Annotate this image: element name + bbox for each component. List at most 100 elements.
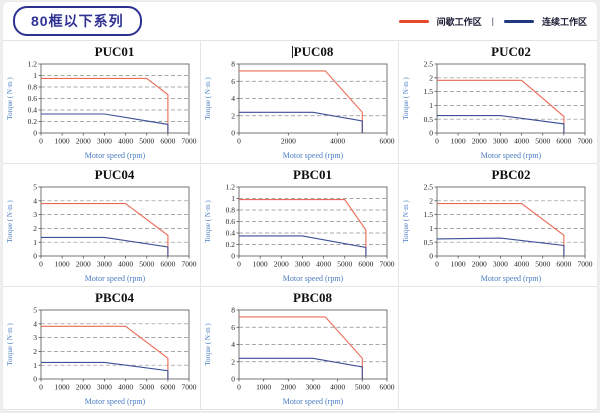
chart-puc01: 0 0.2 0.4 0.6 0.8 1 1.2 0 1000 2000 3000 4000 5000 60… xyxy=(6,60,197,160)
svg-text:5000: 5000 xyxy=(354,383,369,392)
svg-text:2000: 2000 xyxy=(75,383,90,392)
svg-text:5000: 5000 xyxy=(139,260,154,269)
svg-text:1: 1 xyxy=(231,194,235,203)
svg-text:4000: 4000 xyxy=(118,137,133,146)
svg-text:6000: 6000 xyxy=(160,137,175,146)
svg-text:2: 2 xyxy=(33,347,37,356)
svg-text:2: 2 xyxy=(231,111,235,120)
legend-separator: | xyxy=(491,16,494,26)
svg-text:6000: 6000 xyxy=(358,260,373,269)
svg-text:1000: 1000 xyxy=(54,260,69,269)
page-title: 80框以下系列 xyxy=(13,6,142,36)
svg-text:0: 0 xyxy=(33,375,37,384)
svg-text:0: 0 xyxy=(435,260,439,269)
chart-puc04: 0 1 2 3 4 5 0 1000 2000 3000 4000 5000 6000 7000 Motor… xyxy=(6,183,197,283)
svg-text:Torque ( N·m ): Torque ( N·m ) xyxy=(6,200,14,243)
svg-text:Motor speed (rpm): Motor speed (rpm) xyxy=(481,274,542,283)
svg-text:2.5: 2.5 xyxy=(424,60,434,69)
svg-text:6: 6 xyxy=(231,323,235,332)
chart-pbc08: 0 2 4 6 8 0 1000 2000 3000 4000 5000 6000 Motor spee… xyxy=(204,306,395,406)
svg-text:0.4: 0.4 xyxy=(225,229,235,238)
svg-text:1: 1 xyxy=(33,361,37,370)
chart-cell-puc02: PUC02 0 0.5 1 1.5 2 2.5 0 1000 2000 3000 4000 5000 6… xyxy=(399,41,597,164)
svg-text:4: 4 xyxy=(231,94,235,103)
svg-text:0: 0 xyxy=(429,252,433,261)
svg-text:4000: 4000 xyxy=(330,383,345,392)
svg-text:4000: 4000 xyxy=(118,260,133,269)
svg-text:3000: 3000 xyxy=(96,260,111,269)
chart-cell-pbc08: PBC08 0 2 4 6 8 0 1000 2000 3000 4000 5000 6000 Moto… xyxy=(201,287,399,410)
legend-label-intermittent: 间歇工作区 xyxy=(436,16,482,27)
svg-text:8: 8 xyxy=(231,306,235,315)
chart-title: PUC02 xyxy=(491,44,531,59)
chart-title: PUC04 xyxy=(94,167,135,182)
svg-text:7000: 7000 xyxy=(181,260,196,269)
svg-text:4000: 4000 xyxy=(514,260,529,269)
svg-text:Torque ( N·m ): Torque ( N·m ) xyxy=(6,77,14,120)
svg-text:4: 4 xyxy=(231,340,235,349)
svg-text:3000: 3000 xyxy=(493,260,508,269)
svg-text:Torque ( N·m ): Torque ( N·m ) xyxy=(402,77,410,120)
svg-text:5: 5 xyxy=(33,183,37,192)
chart-title: PUC08 xyxy=(201,44,398,59)
svg-text:6000: 6000 xyxy=(160,260,175,269)
chart-puc02: 0 0.5 1 1.5 2 2.5 0 1000 2000 3000 4000 5000 6000 700… xyxy=(402,60,593,160)
svg-text:1.5: 1.5 xyxy=(424,210,434,219)
svg-text:4000: 4000 xyxy=(118,383,133,392)
svg-text:7000: 7000 xyxy=(379,260,394,269)
svg-text:2000: 2000 xyxy=(280,383,295,392)
svg-text:6: 6 xyxy=(231,77,235,86)
svg-text:0: 0 xyxy=(237,137,241,146)
svg-text:1000: 1000 xyxy=(451,260,466,269)
svg-text:0.4: 0.4 xyxy=(27,106,37,115)
chart-pbc02: 0 0.5 1 1.5 2 2.5 0 1000 2000 3000 4000 5000 6000 700… xyxy=(402,183,593,283)
svg-text:Motor speed (rpm): Motor speed (rpm) xyxy=(84,151,145,160)
svg-text:1000: 1000 xyxy=(451,137,466,146)
svg-text:2000: 2000 xyxy=(472,137,487,146)
svg-text:3000: 3000 xyxy=(96,383,111,392)
svg-text:Torque ( N·m ): Torque ( N·m ) xyxy=(6,323,14,366)
svg-text:0: 0 xyxy=(39,260,43,269)
chart-cell-pbc01: PBC01 0 0.2 0.4 0.6 0.8 1 1.2 0 1000 2000 3000 4000… xyxy=(201,164,399,287)
svg-text:1000: 1000 xyxy=(54,383,69,392)
svg-text:1: 1 xyxy=(33,71,37,80)
legend-line-intermittent-icon xyxy=(398,19,429,23)
svg-text:3000: 3000 xyxy=(96,137,111,146)
svg-text:6000: 6000 xyxy=(379,383,394,392)
svg-text:1.2: 1.2 xyxy=(27,60,37,69)
chart-title: PBC01 xyxy=(293,167,332,182)
svg-text:1000: 1000 xyxy=(252,260,267,269)
svg-text:4000: 4000 xyxy=(330,137,345,146)
legend: 间歇工作区 | 连续工作区 xyxy=(398,15,587,28)
svg-text:2000: 2000 xyxy=(75,260,90,269)
svg-text:2000: 2000 xyxy=(472,260,487,269)
svg-text:0.6: 0.6 xyxy=(27,94,37,103)
svg-text:4000: 4000 xyxy=(316,260,331,269)
svg-text:3000: 3000 xyxy=(294,260,309,269)
svg-text:0: 0 xyxy=(231,129,235,138)
svg-text:2.5: 2.5 xyxy=(424,183,434,192)
chart-cell-puc04: PUC04 0 1 2 3 4 5 0 1000 2000 3000 4000 5000 6000 700… xyxy=(3,164,201,287)
svg-text:Motor speed (rpm): Motor speed (rpm) xyxy=(282,274,343,283)
chart-pbc01: 0 0.2 0.4 0.6 0.8 1 1.2 0 1000 2000 3000 4000 5000 60… xyxy=(204,183,395,283)
svg-text:Motor speed (rpm): Motor speed (rpm) xyxy=(84,397,145,406)
svg-text:2000: 2000 xyxy=(280,137,295,146)
svg-text:5000: 5000 xyxy=(535,137,550,146)
svg-text:7000: 7000 xyxy=(578,260,593,269)
chart-grid: PUC01 0 0.2 0.4 0.6 0.8 1 1.2 0 1000 2000 3000 4000… xyxy=(3,40,597,410)
svg-text:0: 0 xyxy=(237,383,241,392)
svg-text:5000: 5000 xyxy=(535,260,550,269)
svg-text:1: 1 xyxy=(33,238,37,247)
svg-text:0.5: 0.5 xyxy=(424,115,434,124)
svg-text:0: 0 xyxy=(39,383,43,392)
chart-cell-pbc04: PBC04 0 1 2 3 4 5 0 1000 2000 3000 4000 5000 6000 700… xyxy=(3,287,201,410)
svg-text:2000: 2000 xyxy=(273,260,288,269)
svg-text:3: 3 xyxy=(33,333,37,342)
svg-text:8: 8 xyxy=(231,60,235,69)
svg-text:5000: 5000 xyxy=(337,260,352,269)
svg-text:Motor speed (rpm): Motor speed (rpm) xyxy=(282,397,343,406)
svg-text:6000: 6000 xyxy=(160,383,175,392)
svg-text:0: 0 xyxy=(33,252,37,261)
svg-text:1000: 1000 xyxy=(256,383,271,392)
